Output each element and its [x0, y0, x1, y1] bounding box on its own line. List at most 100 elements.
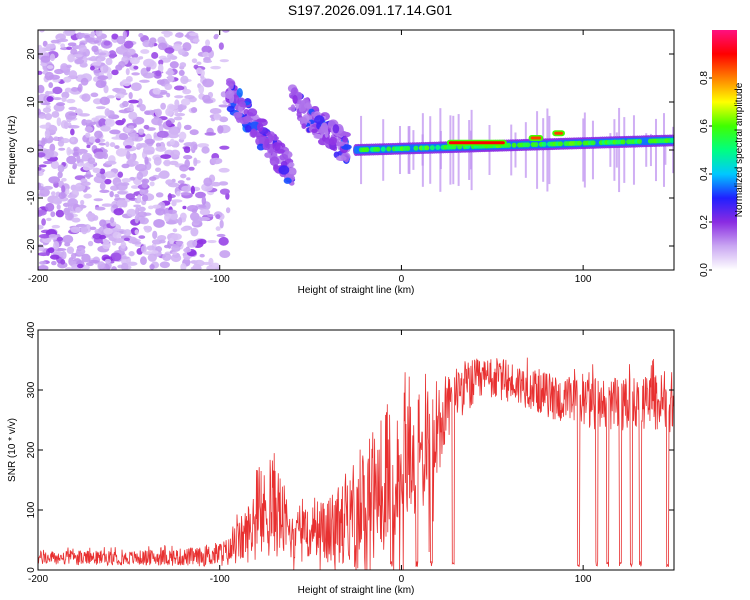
- noise-blob: [95, 30, 103, 37]
- noise-blob: [192, 215, 203, 224]
- noise-blob: [105, 57, 113, 66]
- noise-blob: [175, 240, 184, 245]
- noise-blob: [46, 96, 54, 103]
- noise-blob: [57, 171, 63, 179]
- noise-blob: [184, 159, 191, 168]
- noise-blob: [90, 55, 97, 59]
- noise-blob: [180, 75, 189, 85]
- noise-blob: [53, 136, 59, 142]
- noise-blob: [174, 33, 181, 38]
- noise-blob: [95, 115, 107, 119]
- noise-blob: [153, 219, 165, 228]
- y-tick-label: 200: [26, 441, 37, 458]
- noise-blob: [163, 159, 171, 167]
- noise-blob: [140, 245, 147, 254]
- noise-blob: [98, 52, 107, 56]
- noise-blob: [99, 96, 110, 106]
- trace-core: [429, 145, 435, 151]
- noise-blob: [50, 254, 60, 260]
- noise-blob: [70, 226, 81, 233]
- noise-blob: [40, 55, 51, 63]
- noise-blob: [129, 132, 139, 138]
- noise-blob: [126, 107, 131, 112]
- noise-blob: [207, 239, 217, 244]
- noise-blob: [198, 204, 206, 208]
- noise-blob: [114, 145, 120, 150]
- noise-blob: [99, 189, 110, 194]
- snr-x-label: Height of straight line (km): [298, 585, 415, 596]
- noise-blob: [183, 247, 192, 253]
- noise-blob: [90, 31, 96, 37]
- noise-blob: [99, 168, 106, 175]
- noise-blob: [38, 234, 51, 239]
- noise-blob: [167, 193, 172, 202]
- noise-blob: [66, 46, 73, 51]
- trace-core: [557, 141, 563, 147]
- noise-blob: [218, 104, 229, 108]
- noise-blob: [103, 238, 108, 244]
- noise-blob: [158, 239, 166, 244]
- trace-streak: [609, 133, 612, 167]
- noise-blob: [166, 53, 174, 60]
- band-blob: [229, 83, 234, 90]
- noise-blob: [225, 207, 231, 214]
- noise-blob: [158, 59, 164, 66]
- noise-blob: [186, 177, 191, 181]
- band-blob: [279, 153, 289, 161]
- noise-blob: [202, 51, 210, 58]
- noise-blob: [128, 251, 135, 257]
- noise-blob: [157, 42, 168, 51]
- noise-blob: [88, 259, 100, 264]
- trace-core: [590, 140, 596, 146]
- noise-blob: [134, 163, 147, 172]
- noise-blob: [171, 245, 181, 252]
- noise-blob: [97, 261, 105, 269]
- band-blob: [226, 105, 235, 113]
- noise-blob: [123, 237, 130, 242]
- noise-blob: [46, 65, 54, 70]
- noise-blob: [104, 258, 112, 264]
- noise-blob: [134, 214, 140, 224]
- noise-blob: [136, 143, 143, 149]
- noise-blob: [201, 196, 207, 206]
- colorbar-ticks: 0.0 0.2 0.4 0.6 0.8: [699, 71, 712, 277]
- noise-blob: [173, 85, 185, 91]
- y-tick-label: 20: [26, 48, 37, 60]
- band-blob: [283, 177, 292, 184]
- noise-blob: [219, 59, 230, 63]
- noise-blob: [43, 185, 54, 190]
- noise-blob: [155, 192, 164, 198]
- noise-blob: [218, 167, 230, 173]
- noise-blob: [55, 209, 65, 218]
- noise-blob: [65, 111, 77, 120]
- noise-blob: [50, 211, 56, 218]
- noise-blob: [62, 234, 74, 244]
- noise-blob: [68, 70, 78, 79]
- band-blob: [290, 104, 296, 113]
- noise-blob: [101, 203, 113, 207]
- noise-blob: [127, 236, 137, 244]
- noise-blob: [140, 67, 148, 77]
- noise-blob: [144, 156, 149, 165]
- noise-blob: [99, 234, 107, 240]
- x-tick-label: -100: [210, 274, 230, 285]
- noise-blob: [198, 85, 205, 94]
- noise-blob: [153, 137, 164, 141]
- noise-blob: [156, 234, 167, 241]
- noise-blob: [39, 188, 50, 197]
- noise-blob: [218, 236, 229, 246]
- noise-blob: [137, 211, 148, 218]
- noise-blob: [72, 162, 77, 170]
- noise-blob: [111, 252, 122, 262]
- noise-blob: [193, 64, 199, 70]
- noise-blob: [111, 136, 122, 140]
- noise-blob: [80, 225, 88, 235]
- noise-blob: [74, 58, 84, 65]
- noise-blob: [219, 145, 230, 150]
- band-blob: [298, 117, 307, 122]
- noise-blob: [142, 145, 155, 155]
- noise-blob: [53, 197, 63, 205]
- noise-blob: [139, 217, 149, 225]
